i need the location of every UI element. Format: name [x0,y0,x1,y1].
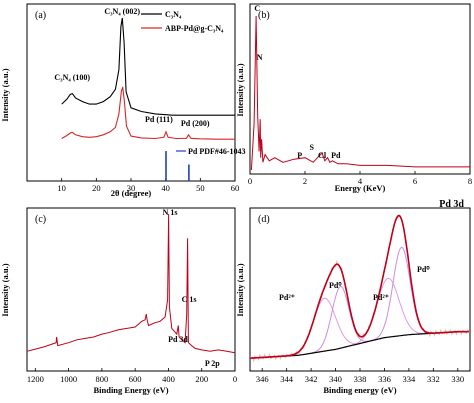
plot-frame [249,207,471,372]
peak-annotation: C₃N₄ (100) [54,73,90,82]
x-axis-label: Binding energy (eV) [323,385,396,395]
x-tick-label: 342 [305,374,318,384]
panel-a: 10 20 30 40 50 60 2θ (degree) Intensity (a.u.) (… [0,3,246,198]
panel-label: (b) [258,10,270,21]
reference-legend-label: Pd PDF#46-1043 [188,147,246,156]
x-tick-label: 60 [231,183,240,193]
series-line-1 [61,86,235,140]
panel-c: 1200 1000 800 600 400 200 0 Binding Energy (eV)… [0,207,237,395]
x-tick-label: 600 [129,374,142,384]
x-tick-label: 20 [92,183,101,193]
x-tick-label: 8 [468,176,472,186]
fit-component-2 [340,277,436,349]
x-tick-label: 10 [57,183,66,193]
x-axis-label: Energy (KeV) [335,183,386,193]
x-tick-label: 400 [162,374,175,384]
x-tick-label: 50 [196,183,205,193]
fit-component-0 [276,297,373,358]
panel-title: Pd 3d [439,199,464,210]
panel-label: (c) [35,214,46,225]
element-annotation: Pd [331,151,341,160]
component-annotation: Pd²⁺ [279,293,295,302]
x-tick-label: 330 [451,374,464,384]
xps-survey-line [26,213,236,354]
eds-spectrum-line [250,15,470,171]
element-annotation: P [297,151,302,160]
element-annotation: N [257,53,263,62]
x-tick-label: 336 [378,374,391,384]
x-tick-label: 800 [96,374,109,384]
x-tick-label: 0 [248,176,252,186]
x-axis-label: 2θ (degree) [111,188,152,198]
x-tick-label: 30 [127,183,136,193]
y-axis-label: Intensity (a.u.) [235,263,245,316]
x-tick-label: 40 [161,183,170,193]
panel-label: (d) [258,214,270,225]
peak-annotation: N 1s [163,208,178,217]
panel-b: 0 2 4 6 8 Energy (KeV) Intensity (a.u.) (b)C N PS… [235,3,472,193]
y-axis-label: Intensity (a.u.) [0,263,10,316]
x-tick-label: 4 [358,176,363,186]
x-tick-label: 338 [354,374,367,384]
peak-annotation: C 1s [182,295,197,304]
x-tick-label: 1000 [60,374,77,384]
x-tick-label: 340 [329,374,342,384]
y-axis-label: Intensity (a.u.) [0,68,10,121]
x-tick-label: 6 [413,176,417,186]
panel-label: (a) [35,10,46,21]
series-line-0 [61,17,235,116]
x-tick-label: 334 [403,374,417,384]
x-tick-label: 332 [427,374,440,384]
legend-entry: ABP-Pd@g-C₃N₄ [165,24,224,33]
x-tick-label: 346 [256,374,269,384]
component-annotation: Pd⁰ [417,265,430,274]
peak-annotation: Pd (111) [145,115,173,124]
plot-frame [249,3,471,175]
x-tick-label: 1200 [27,374,44,384]
x-tick-label: 0 [233,374,237,384]
x-tick-label: 2 [303,176,307,186]
element-annotation: Cl [318,151,327,160]
peak-annotation: Pd 3d [168,335,188,344]
x-tick-label: 200 [195,374,208,384]
plot-frame [26,207,236,372]
component-annotation: Pd⁰ [329,281,342,290]
x-tick-label: 344 [280,374,294,384]
y-axis-label: Intensity (a.u.) [235,63,245,116]
x-axis-label: Binding Energy (eV) [93,385,168,395]
legend-entry: C₃N₄ [165,10,182,19]
peak-annotation: P 2p [205,359,220,368]
peak-annotation: C₃N₄ (002) [104,7,140,16]
component-annotation: Pd²⁺ [373,293,389,302]
element-annotation: C [254,4,260,13]
panel-d: 346 344 342 340 338 336 334 332 330 Binding energ… [235,199,471,395]
peak-annotation: Pd (200) [181,119,210,128]
fit-envelope-line [249,214,469,359]
element-annotation: S [310,143,315,152]
